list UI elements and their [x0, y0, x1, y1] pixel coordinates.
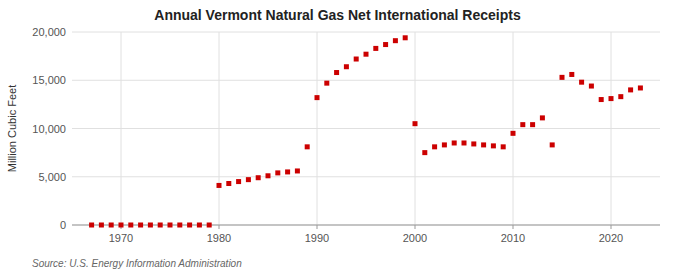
x-grid-line: [611, 32, 612, 225]
point: [226, 181, 231, 186]
point: [187, 223, 192, 228]
point: [550, 142, 555, 147]
point: [413, 121, 418, 126]
point: [511, 131, 516, 136]
x-tick-mark: [415, 225, 416, 229]
y-grid-line: [72, 32, 660, 33]
point: [618, 94, 623, 99]
point: [599, 97, 604, 102]
y-tick-label: 5,000: [38, 171, 66, 183]
x-tick-mark: [611, 225, 612, 229]
point: [491, 143, 496, 148]
y-tick-label: 15,000: [32, 74, 66, 86]
point: [383, 42, 388, 47]
point: [530, 122, 535, 127]
point: [442, 142, 447, 147]
point: [177, 223, 182, 228]
point: [236, 179, 241, 184]
point: [393, 38, 398, 43]
point: [334, 70, 339, 75]
x-grid-line: [415, 32, 416, 225]
chart-container: Annual Vermont Natural Gas Net Internati…: [0, 0, 675, 275]
x-tick-label: 1970: [109, 232, 133, 244]
point: [295, 168, 300, 173]
point: [609, 96, 614, 101]
point: [285, 169, 290, 174]
point: [520, 122, 525, 127]
point: [560, 75, 565, 80]
x-grid-line: [513, 32, 514, 225]
x-tick-mark: [219, 225, 220, 229]
x-tick-mark: [513, 225, 514, 229]
point: [89, 223, 94, 228]
point: [119, 223, 124, 228]
point: [501, 144, 506, 149]
point: [432, 144, 437, 149]
x-grid-line: [121, 32, 122, 225]
point: [207, 223, 212, 228]
point: [197, 223, 202, 228]
chart-svg: Annual Vermont Natural Gas Net Internati…: [0, 0, 675, 275]
point: [99, 223, 104, 228]
point: [275, 170, 280, 175]
y-grid-line: [72, 176, 660, 177]
point: [364, 52, 369, 57]
point: [589, 84, 594, 89]
x-tick-label: 2020: [599, 232, 623, 244]
point: [579, 80, 584, 85]
point: [569, 72, 574, 77]
x-grid-line: [317, 32, 318, 225]
points: [89, 35, 643, 227]
x-tick-label: 1990: [305, 232, 329, 244]
point: [217, 183, 222, 188]
x-axis: 1970 1980 1990 2000 2010 2020: [72, 32, 660, 244]
point: [315, 95, 320, 100]
point: [138, 223, 143, 228]
point: [403, 35, 408, 40]
x-tick-label: 1980: [207, 232, 231, 244]
point: [422, 150, 427, 155]
point: [344, 64, 349, 69]
point: [452, 140, 457, 145]
point: [246, 177, 251, 182]
x-tick-label: 2000: [403, 232, 427, 244]
source-note: Source: U.S. Energy Information Administ…: [32, 258, 242, 269]
point: [628, 87, 633, 92]
point: [128, 223, 133, 228]
point: [462, 140, 467, 145]
point: [481, 142, 486, 147]
point: [158, 223, 163, 228]
point: [324, 81, 329, 86]
y-tick-label: 20,000: [32, 26, 66, 38]
y-axis-label: Million Cubic Feet: [6, 85, 18, 172]
y-tick-label: 10,000: [32, 123, 66, 135]
y-tick-label: 0: [60, 219, 66, 231]
y-axis: 0 5,000 10,000 15,000 20,000: [32, 26, 660, 231]
x-tick-mark: [317, 225, 318, 229]
point: [266, 173, 271, 178]
point: [148, 223, 153, 228]
x-grid-line: [219, 32, 220, 225]
point: [305, 144, 310, 149]
y-grid-line: [72, 128, 660, 129]
x-tick-label: 2010: [501, 232, 525, 244]
y-grid-line: [72, 80, 660, 81]
point: [109, 223, 114, 228]
point: [168, 223, 173, 228]
chart-title: Annual Vermont Natural Gas Net Internati…: [154, 7, 521, 23]
point: [256, 175, 261, 180]
point: [471, 141, 476, 146]
point: [540, 115, 545, 120]
point: [638, 85, 643, 90]
point: [373, 46, 378, 51]
point: [354, 57, 359, 62]
